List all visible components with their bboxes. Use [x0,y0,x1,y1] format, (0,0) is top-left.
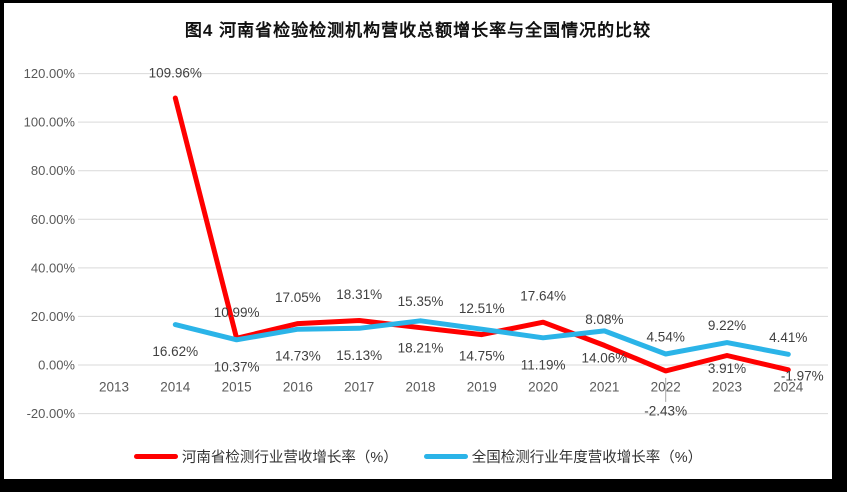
data-label: 16.62% [152,344,198,359]
data-label: 17.64% [520,289,566,304]
y-axis-tick-label: 120.00% [24,66,76,81]
x-axis-tick-label: 2018 [405,380,435,395]
data-label: 4.54% [647,329,685,344]
chart-frame: 图4 河南省检验检测机构营收总额增长率与全国情况的比较 120.00% 100.0… [4,3,832,479]
x-axis-tick-label: 2023 [712,380,742,395]
data-label: -2.43% [644,403,687,418]
data-label: 14.06% [582,350,628,365]
data-label: -1.97% [781,368,824,383]
data-label: 10.37% [214,359,260,374]
data-label: 14.73% [275,349,321,364]
data-label: 14.75% [459,349,505,364]
x-axis-tick-label: 2020 [528,380,558,395]
legend-item-henan: 河南省检测行业营收增长率（%） [133,446,398,467]
x-axis-tick-label: 2017 [344,380,374,395]
legend-swatch-henan-icon [133,454,178,459]
data-label: 11.19% [521,357,566,372]
y-axis-tick-label: 0.00% [38,358,75,373]
legend-item-national: 全国检测行业年度营收增长率（%） [423,446,703,467]
y-axis-tick-label: -20.00% [27,406,76,421]
data-label: 18.31% [336,287,382,302]
data-label: 18.21% [398,340,444,355]
data-label: 17.05% [275,290,321,305]
data-label: 3.91% [708,361,746,376]
data-label: 109.96% [149,65,202,80]
y-axis-tick-label: 40.00% [31,260,76,275]
x-axis-tick-label: 2013 [99,380,129,395]
x-axis-tick-label: 2014 [160,380,191,395]
y-axis-tick-label: 80.00% [31,163,76,178]
legend-label-henan: 河南省检测行业营收增长率（%） [181,450,398,466]
x-axis-tick-label: 2015 [222,380,252,395]
data-label: 15.35% [398,294,444,309]
x-axis-tick-label: 2024 [773,380,804,395]
y-axis-tick-label: 60.00% [31,212,76,227]
data-label: 12.51% [459,301,505,316]
data-label: 9.22% [708,318,746,333]
data-label: 4.41% [769,330,807,345]
plot-area: 120.00% 100.00% 80.00% 60.00% 40.00% 20.00% 0.… [24,65,828,421]
data-label: 15.13% [336,348,382,363]
y-axis-tick-label: 20.00% [31,309,76,324]
x-axis-tick-label: 2021 [589,380,619,395]
legend: 河南省检测行业营收增长率（%） 全国检测行业年度营收增长率（%） [4,446,832,467]
data-label: 10.99% [214,305,260,320]
data-label: 8.08% [585,312,623,327]
x-axis-tick-label: 2016 [283,380,313,395]
y-axis-tick-label: 100.00% [24,115,76,130]
x-axis-tick-label: 2019 [467,380,497,395]
series-line-national [172,318,791,357]
legend-label-national: 全国检测行业年度营收增长率（%） [471,450,703,466]
series-line-henan [172,95,791,374]
legend-swatch-national-icon [423,454,468,459]
chart-title: 图4 河南省检验检测机构营收总额增长率与全国情况的比较 [184,21,652,40]
